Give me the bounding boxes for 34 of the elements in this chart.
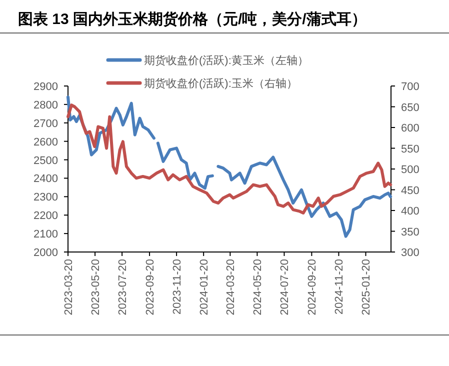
x-tick-label: 2024-09-20 [306,259,319,316]
y2-tick-label: 450 [401,184,420,197]
y-tick-label: 2800 [34,99,58,112]
x-tick-label: 2023-03-20 [63,259,75,316]
y-tick-label: 2700 [34,118,58,130]
y-tick-label: 2400 [34,173,58,186]
y2-tick-label: 500 [401,164,420,176]
x-tick-label: 2024-07-20 [279,259,292,316]
y2-tick-label: 700 [401,81,420,93]
y-tick-label: 2000 [34,247,58,259]
y2-tick-label: 400 [401,206,420,218]
chart-title: 图表 13 国内外玉米期货价格（元/吨，美分/蒲式耳） [18,10,366,28]
y-tick-label: 2900 [34,81,58,93]
legend-label: 期货收盘价(活跃):黄玉米（左轴） [144,54,308,67]
x-tick-label: 2024-01-20 [198,259,211,316]
x-tick-label: 2023-07-20 [117,259,130,316]
y2-tick-label: 550 [401,143,420,156]
x-tick-label: 2023-11-20 [172,259,184,314]
x-tick-label: 2023-09-20 [144,259,157,316]
x-tick-label: 2024-11-20 [334,259,346,314]
y-tick-label: 2500 [34,154,58,167]
y2-tick-label: 600 [401,122,420,134]
legend-label: 期货收盘价(活跃):玉米（右轴） [144,77,298,90]
y2-tick-label: 650 [401,102,420,114]
y2-tick-label: 300 [401,247,420,259]
x-tick-label: 2024-03-20 [225,259,238,316]
y-tick-label: 2200 [34,210,58,222]
y-tick-label: 2100 [34,228,58,241]
x-tick-label: 2025-01-20 [360,259,373,316]
x-tick-label: 2024-05-20 [252,259,264,316]
y2-tick-label: 350 [401,226,420,238]
y-tick-label: 2600 [34,136,58,148]
x-tick-label: 2023-05-20 [90,259,102,316]
y-tick-label: 2300 [34,192,58,204]
